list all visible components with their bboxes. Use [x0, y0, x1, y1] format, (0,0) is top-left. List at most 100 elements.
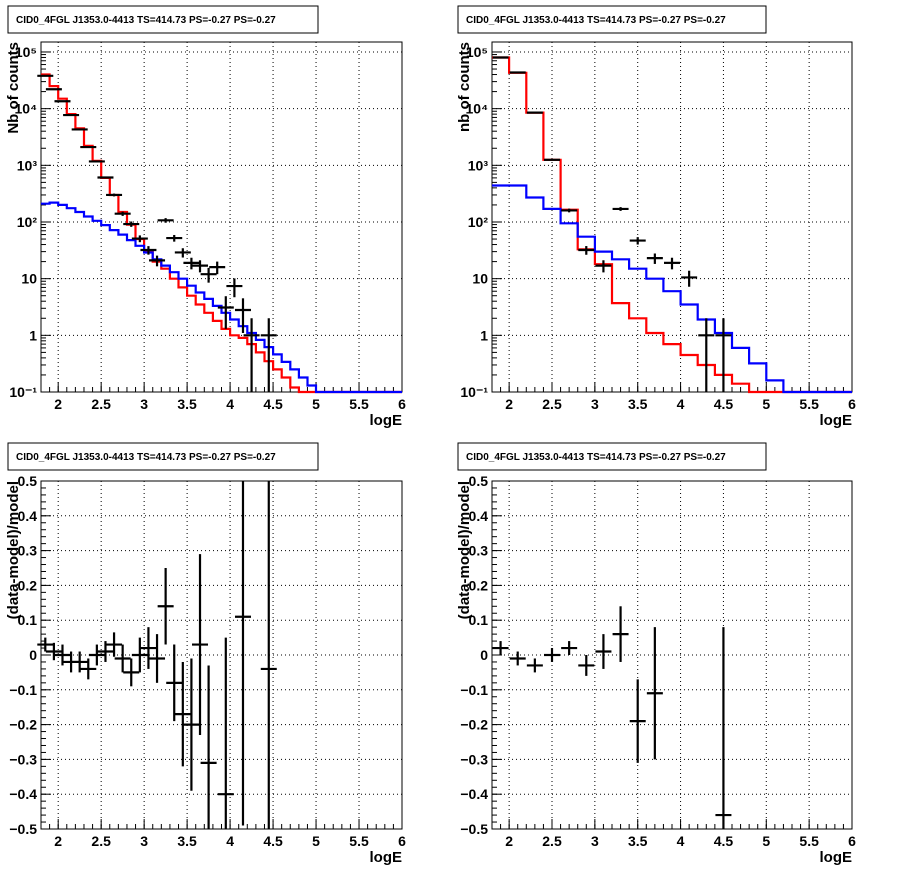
y-tick-label: 0.1 — [469, 612, 489, 628]
data-point — [561, 641, 578, 655]
data-point — [97, 176, 114, 179]
x-tick-label: 3 — [140, 833, 148, 849]
x-tick-label: 6 — [848, 396, 856, 412]
y-tick-label: 1 — [29, 327, 37, 343]
data-point — [544, 158, 560, 161]
data-point — [71, 651, 88, 673]
data-point — [612, 606, 629, 662]
x-tick-label: 4.5 — [263, 833, 283, 849]
y-tick-label: −0.4 — [9, 786, 37, 802]
data-point — [114, 644, 131, 673]
x-tick-label: 2.5 — [542, 396, 562, 412]
data-point — [183, 658, 200, 791]
y-tick-label: 0.2 — [469, 577, 489, 593]
title-box — [7, 442, 319, 471]
y-axis-title: (data-model)/model — [456, 481, 473, 619]
y-tick-label: −0.4 — [460, 786, 488, 802]
data-point — [54, 644, 71, 666]
data-point — [243, 318, 260, 392]
data-point — [157, 218, 174, 223]
data-point — [595, 634, 612, 669]
x-tick-label: 2 — [505, 396, 513, 412]
data-point — [698, 318, 715, 392]
x-tick-label: 5 — [312, 833, 320, 849]
data-point — [174, 248, 191, 258]
plot-frame — [491, 41, 853, 393]
y-tick-label: −0.1 — [9, 682, 37, 698]
data-point — [526, 111, 543, 114]
x-tick-label: 6 — [398, 396, 406, 412]
y-tick-label: −0.3 — [460, 751, 488, 767]
x-tick-label: 4.5 — [714, 396, 734, 412]
data-point — [544, 648, 560, 662]
data-point — [166, 234, 183, 242]
x-tick-label: 2 — [54, 396, 62, 412]
y-tick-label: 0.4 — [18, 508, 38, 524]
data-point — [106, 193, 123, 197]
y-tick-label: −0.5 — [9, 821, 37, 837]
y-tick-label: −0.5 — [460, 821, 488, 837]
data-point — [123, 221, 140, 227]
data-point — [715, 627, 732, 829]
data-point — [88, 644, 105, 666]
data-point — [578, 246, 595, 255]
x-tick-label: 4.5 — [714, 833, 734, 849]
y-tick-label: 10³ — [17, 157, 38, 173]
y-tick-label: 0.3 — [469, 543, 489, 559]
x-tick-label: 2.5 — [91, 833, 111, 849]
data-point — [646, 627, 663, 760]
x-tick-label: 3.5 — [628, 833, 648, 849]
y-tick-label: 10³ — [468, 157, 489, 173]
x-tick-label: 2.5 — [542, 833, 562, 849]
data-point — [63, 113, 80, 117]
x-tick-label: 5.5 — [799, 833, 819, 849]
data-point — [578, 655, 595, 676]
x-tick-label: 4 — [677, 833, 685, 849]
data-point — [97, 641, 114, 662]
data-point — [183, 257, 200, 270]
x-tick-label: 5 — [312, 396, 320, 412]
x-tick-label: 3 — [591, 396, 599, 412]
series-red-histogram — [492, 56, 852, 394]
x-axis-title: logE — [370, 849, 403, 866]
data-point — [629, 237, 646, 245]
x-tick-label: 4 — [226, 833, 234, 849]
chart-title: CID0_4FGL J1353.0-4413 TS=414.73 PS=-0.2… — [466, 452, 726, 463]
data-point — [140, 627, 157, 669]
data-point — [217, 296, 234, 329]
chart-pad-2: CID0_4FGL J1353.0-4413 TS=414.73 PS=-0.2… — [456, 5, 856, 429]
x-tick-label: 4 — [677, 396, 685, 412]
x-tick-label: 3.5 — [628, 396, 648, 412]
y-tick-label: 0.1 — [18, 612, 38, 628]
data-point — [106, 632, 123, 657]
y-tick-label: 0 — [480, 647, 488, 663]
data-point — [561, 208, 578, 213]
y-tick-label: −0.1 — [460, 682, 488, 698]
data-point — [509, 651, 526, 666]
data-point — [149, 634, 166, 683]
y-tick-label: 0.5 — [18, 473, 38, 489]
y-tick-label: 0 — [29, 647, 37, 663]
data-point — [131, 637, 148, 673]
y-tick-label: −0.3 — [9, 751, 37, 767]
data-point — [88, 160, 105, 163]
x-axis-title: logE — [370, 412, 403, 429]
y-tick-label: 10² — [468, 214, 489, 230]
data-point — [664, 257, 680, 270]
y-tick-label: 10⁻¹ — [460, 384, 488, 400]
data-point — [166, 644, 183, 722]
x-tick-label: 3 — [591, 833, 599, 849]
x-tick-label: 4 — [226, 396, 234, 412]
data-point — [260, 318, 277, 392]
x-tick-label: 6 — [848, 833, 856, 849]
y-tick-label: 10 — [472, 271, 488, 287]
data-point — [174, 661, 191, 767]
data-point — [681, 270, 698, 287]
x-tick-label: 3 — [140, 396, 148, 412]
y-tick-label: 0.4 — [469, 508, 489, 524]
data-point — [80, 145, 97, 149]
x-tick-label: 5 — [762, 833, 770, 849]
x-tick-label: 3.5 — [177, 396, 197, 412]
x-tick-label: 5.5 — [799, 396, 819, 412]
